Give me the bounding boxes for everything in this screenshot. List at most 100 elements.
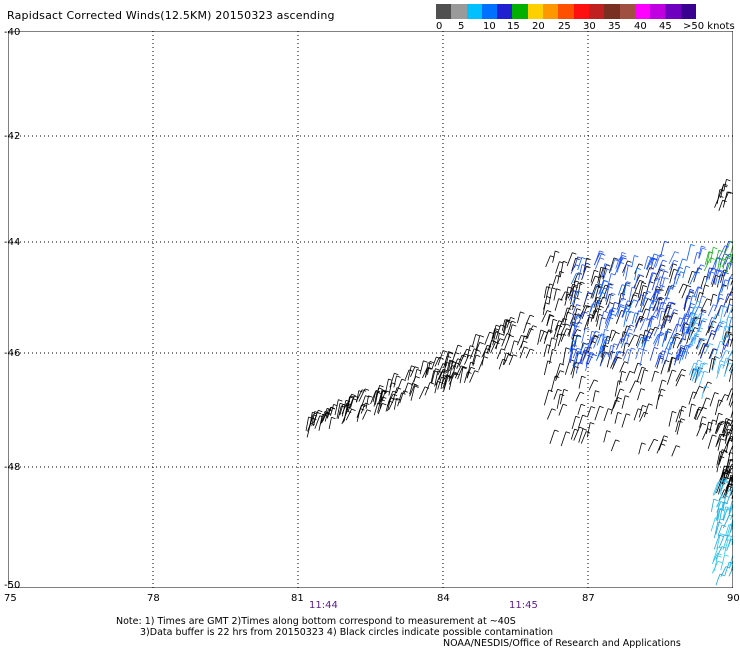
wind-barb-60 (343, 404, 348, 422)
wind-barb-459 (675, 369, 683, 382)
wind-barb-151-flag (529, 314, 535, 318)
wind-barb-313 (558, 318, 564, 329)
wind-barb-152 (506, 317, 511, 329)
wind-barb-102-flag (526, 322, 531, 325)
wind-barb-808 (719, 449, 723, 462)
wind-barb-258-flag (639, 280, 644, 283)
wind-barb-281-flag (682, 283, 688, 286)
wind-barb-862 (725, 524, 730, 537)
wind-barb-646 (708, 267, 713, 280)
wind-barb-625 (694, 287, 699, 301)
wind-barb-242 (594, 286, 600, 302)
wind-barb-194-flag (452, 365, 457, 368)
wind-barb-656 (729, 349, 733, 356)
wind-barb-696 (573, 352, 579, 368)
wind-barb-103 (438, 370, 444, 381)
legend-color-15 (665, 4, 681, 19)
wind-barb-379 (705, 325, 711, 336)
wind-barb-629-flag (577, 313, 583, 316)
wind-barb-710-flag (718, 325, 723, 328)
wind-barb-602-flag (586, 262, 591, 265)
wind-barb-219 (410, 385, 416, 401)
wind-barb-702-flag (640, 294, 645, 297)
wind-barb-589 (626, 347, 632, 365)
wind-barb-724 (675, 271, 681, 285)
wind-barb-55-flag (576, 308, 581, 311)
wind-barb-263 (558, 403, 564, 416)
wind-barb-353 (643, 403, 649, 418)
wind-barb-483 (658, 259, 664, 271)
wind-barb-619-flag (591, 330, 596, 334)
wind-barb-327-flag (712, 320, 717, 323)
wind-barb-704 (592, 283, 599, 297)
wind-barb-645-flag (665, 348, 670, 351)
wind-barb-461-flag (610, 350, 616, 354)
wind-barb-651-flag (604, 341, 609, 345)
wind-barb-476 (677, 258, 683, 274)
wind-barb-873 (718, 534, 725, 548)
wind-barb-563 (674, 267, 680, 280)
wind-barb-126-flag (594, 269, 599, 273)
wind-barb-128-flag (414, 384, 419, 387)
wind-barb-559-flag (589, 351, 595, 355)
wind-barb-153 (341, 403, 348, 415)
wind-barb-217-flag (382, 396, 387, 399)
wind-barb-363 (587, 406, 592, 418)
note-line-2: 3)Data buffer is 22 hrs from 20150323 4)… (140, 627, 554, 638)
wind-map-plot (8, 31, 733, 588)
wind-barb-763 (717, 320, 723, 331)
wind-barb-269 (647, 439, 655, 452)
legend-color-4 (497, 4, 513, 19)
wind-barb-648-flag (692, 295, 697, 298)
wind-barb-368 (633, 408, 639, 421)
wind-barb-361-flag (654, 326, 659, 330)
wind-barb-677 (655, 268, 662, 281)
wind-barb-695 (723, 304, 730, 318)
wind-barb-38-flag (365, 395, 370, 398)
wind-barb-535 (607, 273, 612, 286)
wind-barb-774 (721, 255, 728, 268)
wind-barb-701-flag (609, 282, 614, 286)
wind-barb-829 (716, 482, 721, 494)
wind-barb-436-flag (579, 391, 585, 394)
wind-barb-427-flag (546, 344, 552, 347)
wind-barb-695-flag (728, 303, 733, 307)
time-label-1144: 11:44 (309, 600, 338, 611)
wind-barb-337-flag (625, 342, 630, 345)
wind-barb-815-flag (728, 459, 733, 462)
wind-barb-138 (557, 333, 563, 347)
wind-barb-4 (507, 320, 513, 335)
wind-barb-523 (664, 352, 669, 365)
wind-barb-451 (656, 264, 662, 276)
legend-color-0 (436, 4, 452, 19)
wind-barb-698 (575, 362, 580, 374)
wind-barb-632 (596, 292, 602, 308)
wind-barb-784 (703, 257, 711, 271)
wind-barb-786 (724, 240, 731, 255)
wind-barb-739 (720, 350, 727, 362)
wind-barb-771-flag (692, 337, 697, 340)
wind-barb-444 (709, 419, 713, 433)
wind-barb-182 (377, 390, 384, 405)
wind-barb-298 (623, 325, 628, 337)
wind-barb-583 (594, 250, 600, 265)
wind-barb-10-flag (415, 376, 420, 379)
wind-barb-168 (347, 398, 354, 412)
wind-barb-762 (701, 385, 706, 399)
wind-barb-344-flag (595, 275, 600, 278)
wind-barb-594-flag (583, 311, 588, 314)
wind-barb-78-flag (448, 351, 453, 354)
wind-barb-546 (723, 293, 729, 307)
wind-barb-741-flag (715, 356, 721, 360)
wind-barb-329 (665, 328, 669, 341)
lon-label-81: 81 (291, 593, 304, 604)
wind-barb-835 (731, 492, 733, 499)
time-label-1145: 11:45 (509, 600, 538, 611)
wind-barb-396 (693, 386, 700, 399)
wind-barb-186 (448, 371, 454, 382)
wind-barb-167-flag (567, 311, 572, 314)
wind-barb-706-flag (728, 240, 733, 244)
legend-color-10 (588, 4, 605, 19)
wind-barb-264 (684, 295, 688, 311)
wind-barb-494-flag (621, 297, 627, 300)
